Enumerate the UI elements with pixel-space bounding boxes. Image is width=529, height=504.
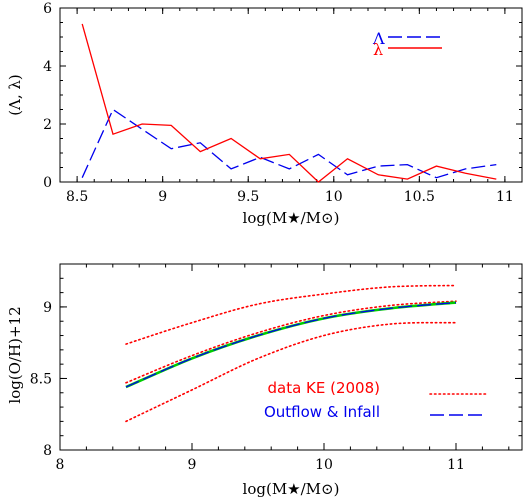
bottom-x-tick-label: 10 — [315, 457, 333, 473]
bottom-series — [125, 284, 457, 423]
bottom-legend-label: data KE (2008) — [267, 379, 380, 397]
top-legend: Λλ — [372, 29, 442, 59]
top-x-tick-label: 9.5 — [237, 189, 259, 205]
top-y-tick-label: 4 — [43, 59, 52, 75]
bottom-legend-label: Outflow & Infall — [264, 403, 380, 421]
bottom-series-line-2 — [125, 321, 457, 423]
top-y-tick-label: 6 — [43, 1, 52, 17]
bottom-x-tick-label: 11 — [447, 457, 465, 473]
top-y-tick-label: 2 — [43, 117, 52, 133]
top-x-tick-label: 10 — [325, 189, 343, 205]
bottom-series-line-3 — [125, 301, 457, 389]
bottom-series-line-0 — [125, 300, 457, 384]
top-series-line-0 — [81, 108, 497, 179]
bottom-y-tick-label: 8.5 — [30, 371, 52, 387]
top-y-axis-label: (Λ, λ) — [6, 74, 24, 116]
top-chart: 8.5 9 9.5 10 10.5 11 0 2 4 6 Λλ log(M★/M⊙) (Λ, λ) — [6, 1, 523, 227]
top-x-axis-label: log(M★/M⊙) — [243, 209, 340, 227]
bottom-series-line-4 — [125, 301, 457, 388]
bottom-series-line-1 — [125, 284, 457, 345]
top-x-tick-label: 9 — [158, 189, 167, 205]
top-x-tick-label: 11 — [496, 189, 514, 205]
bottom-y-tick-label: 8 — [43, 443, 52, 459]
top-legend-label: λ — [373, 40, 383, 59]
bottom-chart: 8 9 10 11 8 8.5 9 data KE (2008) Outflow & Infa… — [6, 263, 523, 498]
top-ticks: 8.5 9 9.5 10 10.5 11 0 2 4 6 — [43, 1, 523, 205]
top-y-tick-label: 0 — [43, 175, 52, 191]
bottom-y-tick-label: 9 — [43, 300, 52, 316]
top-series-line-1 — [81, 23, 497, 183]
bottom-x-tick-label: 8 — [56, 457, 65, 473]
bottom-legend: data KE (2008) Outflow & Infall — [264, 379, 488, 421]
bottom-ticks: 8 9 10 11 8 8.5 9 — [30, 263, 522, 473]
top-series — [81, 23, 497, 183]
bottom-x-axis-label: log(M★/M⊙) — [243, 480, 340, 498]
bottom-y-axis-label: log(O/H)+12 — [6, 306, 24, 403]
top-legend-label: Λ — [372, 29, 385, 48]
bottom-x-tick-label: 9 — [188, 457, 197, 473]
top-x-tick-label: 8.5 — [66, 189, 88, 205]
bottom-plot-frame — [59, 263, 523, 451]
top-x-tick-label: 10.5 — [404, 189, 435, 205]
